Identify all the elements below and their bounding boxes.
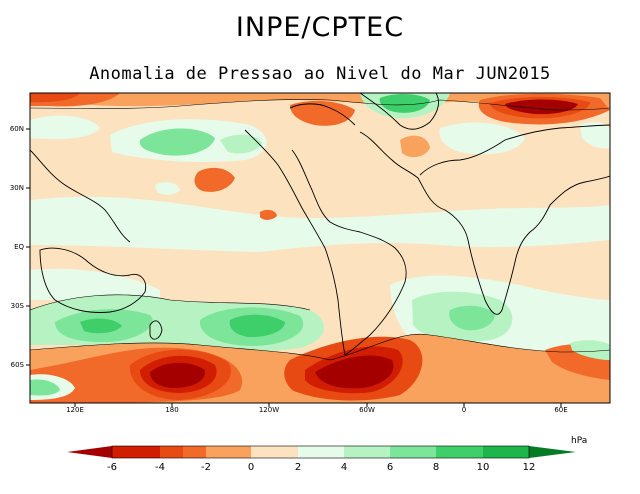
- colorbar-seg: [298, 446, 344, 458]
- north-pacific-positive-core: [139, 128, 215, 156]
- se-pacific-negative-core: [315, 355, 394, 389]
- colorbar-tick: 10: [476, 462, 490, 473]
- subtropical-pacific-negative: [194, 167, 235, 192]
- colorbar-tick: -2: [201, 462, 211, 473]
- colorbar-tick: 4: [340, 462, 348, 473]
- siberia-negative-core: [505, 99, 578, 115]
- tick-marks: [26, 128, 562, 407]
- east-asia-coast: [30, 149, 131, 243]
- lon-label-60w: 60W: [359, 406, 375, 414]
- central-south-pacific-core: [229, 314, 285, 338]
- organization-title: INPE/CPTEC: [235, 12, 405, 43]
- indian-south-positive: [519, 297, 610, 345]
- contour-2-south: [30, 294, 311, 311]
- colorbar-tick: -6: [107, 462, 117, 473]
- australia-coast: [39, 247, 147, 313]
- lat-label-60s: 60S: [10, 361, 24, 369]
- south-of-australia-core: [80, 318, 122, 334]
- colorbar-tick: -4: [155, 462, 165, 473]
- greenland-coast: [359, 93, 439, 130]
- contour-zero-south: [30, 333, 610, 361]
- lon-label-0: 0: [461, 406, 467, 414]
- colorbar-seg: [160, 446, 183, 458]
- anomaly-field: [30, 93, 610, 403]
- lat-label-eq: EQ: [14, 243, 24, 251]
- colorbar-seg: [390, 446, 436, 458]
- colorbar-frame: [111, 445, 530, 459]
- map-frame: [29, 92, 611, 404]
- lat-label-30s: 30S: [10, 302, 24, 310]
- colorbar-tick: 0: [247, 462, 255, 473]
- europe-positive: [439, 122, 525, 155]
- hudson-coast: [289, 103, 356, 126]
- colorbar-seg: [206, 446, 251, 458]
- colorbar-seg: [436, 446, 483, 458]
- south-atlantic-positive-core: [449, 305, 495, 331]
- lon-label-120w: 120W: [258, 406, 280, 414]
- sw-corner-positive-core: [30, 379, 60, 396]
- nw-corner-negative-core: [30, 93, 80, 103]
- colorbar-seg: [112, 446, 160, 458]
- arctic-negative-band: [30, 93, 610, 109]
- hudson-bay-negative: [290, 100, 355, 126]
- west-pacific-positive: [155, 182, 180, 195]
- lon-label-60e: 60E: [554, 406, 568, 414]
- colorbar-tick: 6: [386, 462, 394, 473]
- colorbar-seg: [183, 446, 206, 458]
- colorbar-seg: [251, 446, 298, 458]
- far-south-indian-positive: [570, 340, 610, 360]
- africa-eurasia-coast: [359, 131, 610, 315]
- coastlines: [30, 93, 610, 356]
- new-zealand-coast: [149, 320, 163, 340]
- tropics-positive-band: [30, 196, 610, 252]
- central-pacific-small-negative: [260, 209, 277, 220]
- greenland-positive-core: [379, 94, 430, 113]
- lat-label-30n: 30N: [9, 184, 24, 192]
- indian-ocean-positive: [30, 268, 160, 300]
- north-atlantic-negative: [400, 135, 430, 158]
- chart-subtitle: Anomalia de Pressao ao Nivel do Mar JUN2…: [89, 64, 551, 84]
- lon-label-180: 180: [165, 406, 179, 414]
- americas-west-coast: [244, 129, 346, 356]
- lon-label-120e: 120E: [66, 406, 84, 414]
- colorbar-seg: [344, 446, 390, 458]
- sw-pacific-negative-core: [150, 362, 206, 388]
- lat-label-60n: 60N: [9, 125, 24, 133]
- north-pacific-positive-2: [220, 134, 262, 154]
- contour-lines: [30, 99, 610, 361]
- colorbar-tick: 12: [522, 462, 536, 473]
- colorbar-unit: hPa: [571, 436, 588, 446]
- contour-zero-north: [30, 99, 610, 111]
- north-atlantic-west-positive: [30, 115, 100, 139]
- colorbar-high-triangle: [529, 446, 576, 458]
- colorbar-tick: 8: [432, 462, 440, 473]
- colorbar-seg: [483, 446, 529, 458]
- eurasia-north-coast: [419, 124, 610, 176]
- colorbar-tick: 2: [294, 462, 302, 473]
- ne-positive: [580, 122, 610, 149]
- colorbar-low-triangle: [67, 446, 112, 458]
- americas-east-coast: [291, 149, 407, 356]
